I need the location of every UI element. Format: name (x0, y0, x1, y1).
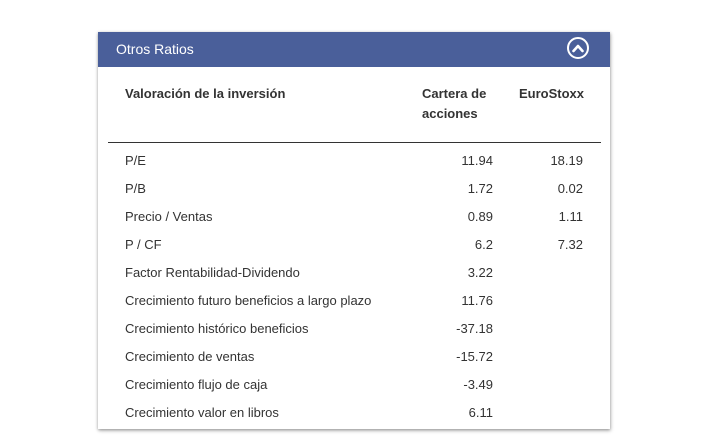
row-portfolio-value: 11.76 (461, 293, 493, 308)
row-portfolio-value: 6.2 (474, 237, 493, 252)
header-valuation: Valoración de la inversión (125, 86, 286, 101)
row-portfolio-value: 6.11 (468, 405, 493, 420)
row-benchmark-value: 0.02 (557, 181, 583, 196)
table-row: Precio / Ventas 0.89 1.11 (98, 203, 610, 231)
row-label: Precio / Ventas (125, 209, 213, 224)
row-portfolio-value: -3.49 (463, 377, 493, 392)
table-row: Crecimiento flujo de caja -3.49 (98, 371, 610, 399)
table-row: Crecimiento histórico beneficios -37.18 (98, 315, 610, 343)
table-row: P / CF 6.2 7.32 (98, 231, 610, 259)
row-label: Crecimiento flujo de caja (125, 377, 268, 392)
row-benchmark-value: 1.11 (558, 209, 583, 224)
panel-title: Otros Ratios (116, 41, 194, 57)
table-row: Crecimiento de ventas -15.72 (98, 343, 610, 371)
table-row: P/E 11.94 18.19 (98, 147, 610, 175)
header-benchmark: EuroStoxx (519, 86, 585, 101)
table-row: P/B 1.72 0.02 (98, 175, 610, 203)
row-benchmark-value: 18.19 (550, 153, 583, 168)
header-portfolio-line1: Cartera de (422, 86, 487, 101)
chevron-up-icon (572, 44, 584, 53)
panel-header[interactable]: Otros Ratios (98, 32, 610, 67)
row-label: Crecimiento valor en libros (125, 405, 279, 420)
row-portfolio-value: -15.72 (456, 349, 493, 364)
row-portfolio-value: -37.18 (456, 321, 493, 336)
row-portfolio-value: 1.72 (467, 181, 493, 196)
row-label: P / CF (125, 237, 162, 252)
row-portfolio-value: 3.22 (467, 265, 493, 280)
table-row: Crecimiento futuro beneficios a largo pl… (98, 287, 610, 315)
other-ratios-panel: Otros Ratios Valoración de la inversión … (98, 32, 610, 429)
header-portfolio: Cartera de acciones (422, 84, 512, 124)
ratios-table-body: P/E 11.94 18.19 P/B 1.72 0.02 Precio / V… (98, 147, 610, 427)
header-divider (108, 142, 601, 143)
table-row: Crecimiento valor en libros 6.11 (98, 399, 610, 427)
row-label: Crecimiento histórico beneficios (125, 321, 309, 336)
collapse-button[interactable] (567, 37, 589, 59)
header-portfolio-line2: acciones (422, 106, 478, 121)
row-label: Crecimiento de ventas (125, 349, 255, 364)
row-label: Crecimiento futuro beneficios a largo pl… (125, 293, 372, 308)
row-label: Factor Rentabilidad-Dividendo (125, 265, 300, 280)
row-label: P/B (125, 181, 146, 196)
row-label: P/E (125, 153, 146, 168)
row-portfolio-value: 0.89 (467, 209, 493, 224)
row-benchmark-value: 7.32 (557, 237, 583, 252)
row-portfolio-value: 11.94 (461, 153, 493, 168)
table-row: Factor Rentabilidad-Dividendo 3.22 (98, 259, 610, 287)
